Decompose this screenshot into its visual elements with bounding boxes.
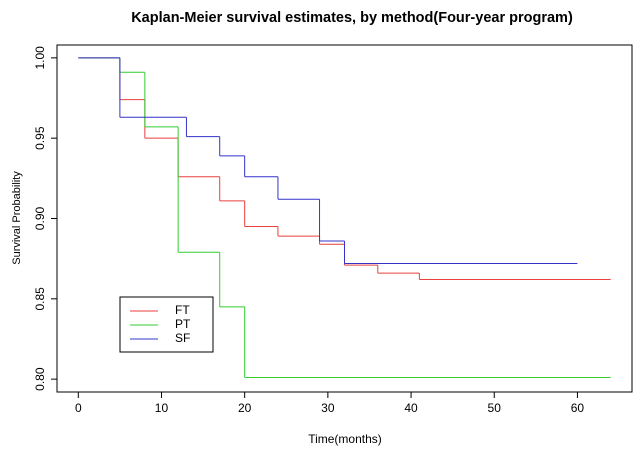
x-tick-label: 60 bbox=[571, 401, 585, 415]
legend-label: SF bbox=[175, 331, 190, 345]
x-tick-label: 10 bbox=[155, 401, 169, 415]
y-tick-label: 0.80 bbox=[33, 367, 47, 391]
y-tick-label: 0.95 bbox=[33, 126, 47, 150]
y-tick-label: 1.00 bbox=[33, 46, 47, 70]
chart-title: Kaplan-Meier survival estimates, by meth… bbox=[131, 10, 573, 26]
y-tick-label: 0.90 bbox=[33, 206, 47, 230]
x-axis-label: Time(months) bbox=[308, 432, 382, 446]
y-axis-label: Survival Probability bbox=[11, 171, 23, 265]
x-tick-label: 0 bbox=[75, 401, 82, 415]
x-tick-label: 30 bbox=[321, 401, 335, 415]
legend-label: FT bbox=[175, 303, 190, 317]
y-tick-label: 0.85 bbox=[33, 287, 47, 311]
x-tick-label: 50 bbox=[488, 401, 502, 415]
x-tick-label: 40 bbox=[404, 401, 418, 415]
legend-label: PT bbox=[175, 317, 191, 331]
x-tick-label: 20 bbox=[238, 401, 252, 415]
